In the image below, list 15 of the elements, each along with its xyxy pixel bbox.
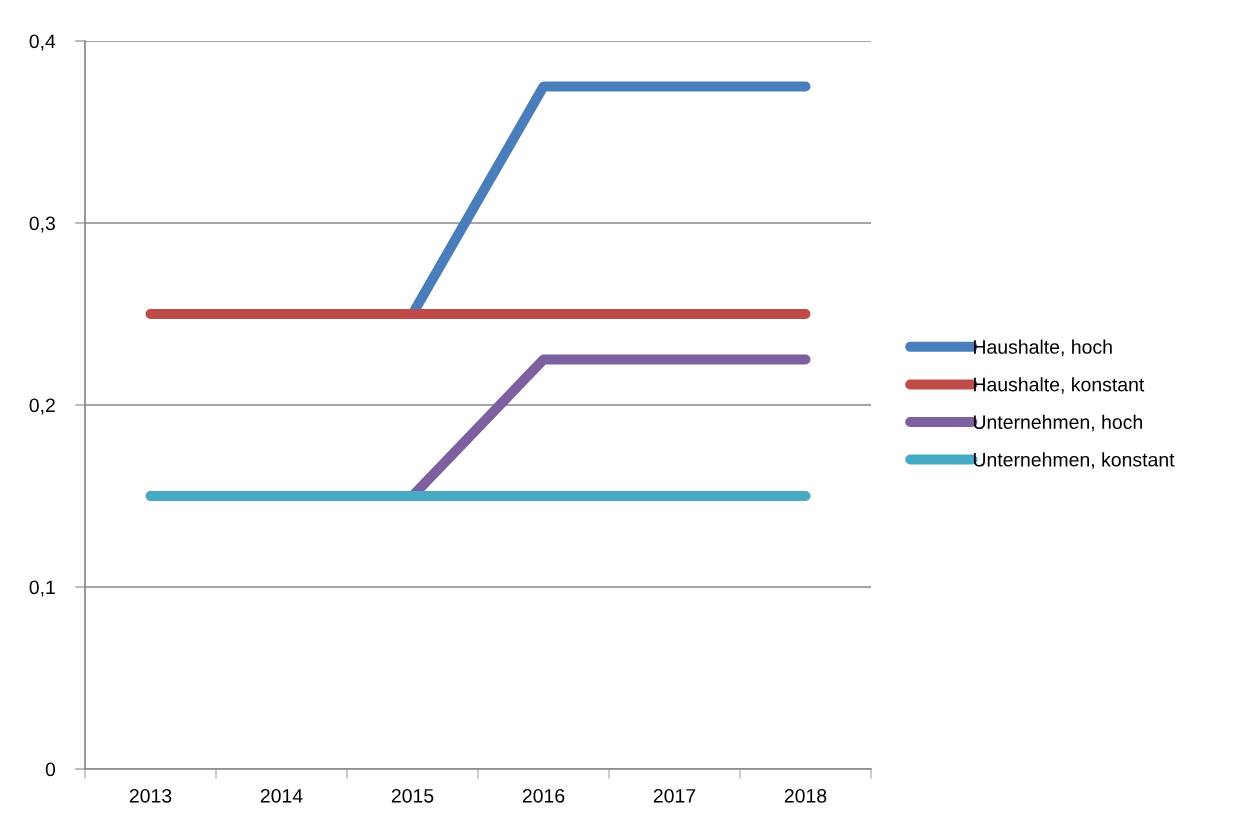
legend-label: Haushalte, konstant (974, 377, 1145, 394)
x-tick-label: 2014 (260, 788, 303, 803)
y-tick-label: 0 (45, 762, 56, 777)
x-tick-label: 2017 (653, 788, 696, 803)
x-tick-label: 2018 (784, 788, 827, 803)
y-tick-label: 0,3 (29, 216, 55, 233)
legend-label: Unternehmen, hoch (973, 414, 1142, 432)
x-tick-label: 2015 (391, 788, 434, 803)
y-tick-label: 0,1 (29, 580, 55, 597)
y-tick-label: 0,4 (29, 34, 56, 51)
legend-label: Haushalte, hoch (974, 339, 1112, 357)
x-tick-label: 2016 (522, 788, 565, 803)
x-tick-label: 2013 (129, 788, 172, 803)
legend-label: Unternehmen, konstant (973, 452, 1175, 469)
y-tick-label: 0,2 (29, 398, 55, 415)
